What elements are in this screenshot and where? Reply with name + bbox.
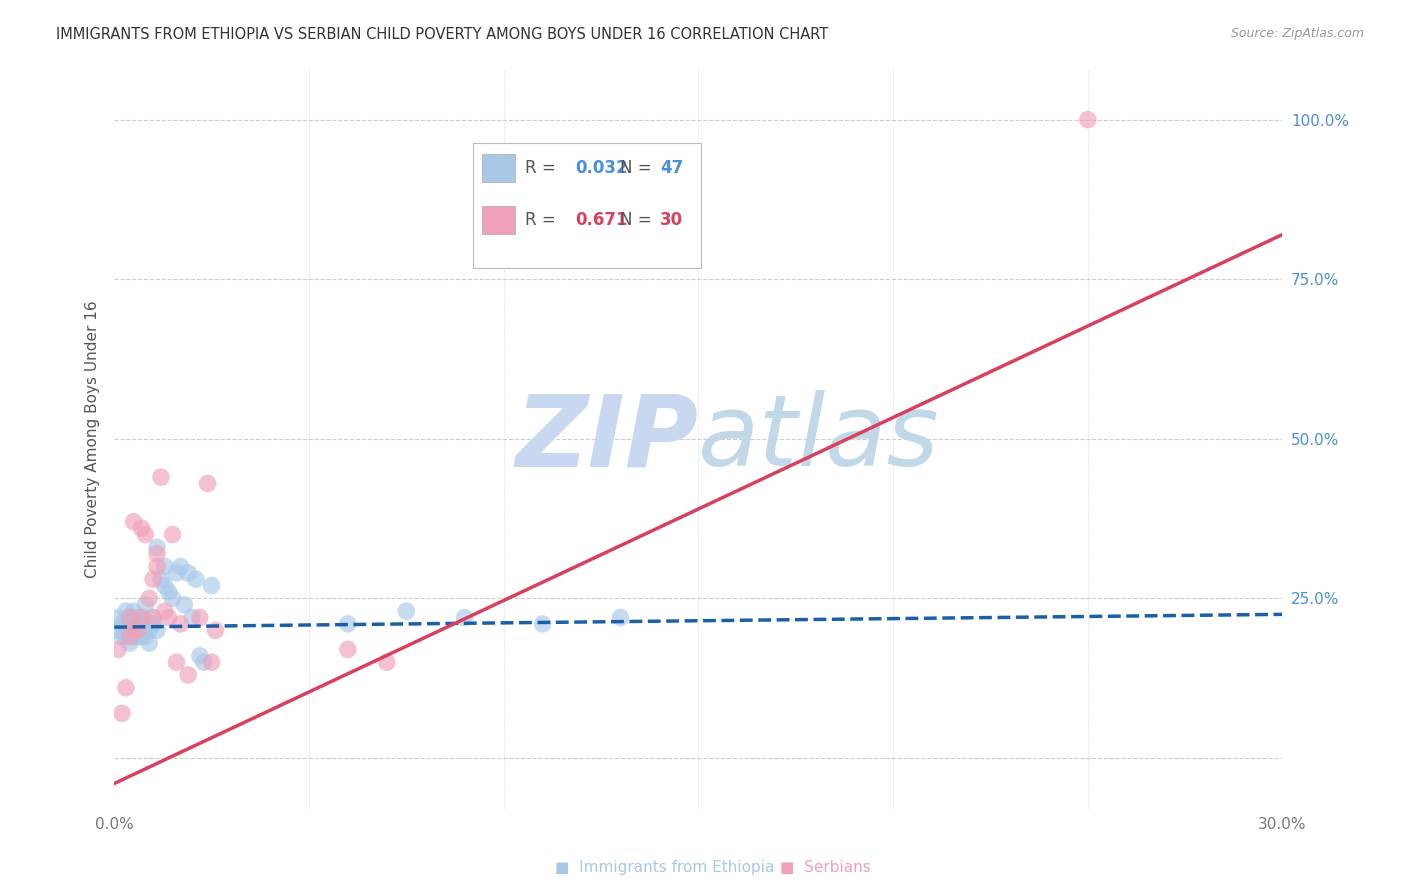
Point: [115, 681, 138, 695]
Point: [122, 515, 145, 529]
Point: [122, 624, 145, 638]
Point: [153, 579, 176, 593]
Point: [142, 572, 165, 586]
Point: [162, 591, 184, 606]
Point: [122, 604, 145, 618]
Point: [200, 579, 222, 593]
Text: IMMIGRANTS FROM ETHIOPIA VS SERBIAN CHILD POVERTY AMONG BOYS UNDER 16 CORRELATIO: IMMIGRANTS FROM ETHIOPIA VS SERBIAN CHIL…: [56, 27, 828, 42]
Point: [169, 559, 191, 574]
Point: [162, 527, 184, 541]
Point: [200, 655, 222, 669]
Text: ■  Serbians: ■ Serbians: [780, 861, 872, 875]
Point: [122, 630, 145, 644]
Point: [173, 598, 195, 612]
Point: [157, 585, 180, 599]
Text: N =: N =: [620, 160, 652, 178]
Text: atlas: atlas: [699, 391, 941, 487]
Text: R =: R =: [526, 160, 557, 178]
Point: [153, 604, 176, 618]
Point: [131, 630, 153, 644]
Point: [127, 630, 149, 644]
Point: [118, 610, 141, 624]
Point: [193, 655, 215, 669]
Point: [146, 559, 169, 574]
Point: [127, 616, 149, 631]
Point: [375, 655, 398, 669]
Text: 47: 47: [659, 160, 683, 178]
Point: [146, 547, 169, 561]
Point: [166, 566, 188, 580]
Point: [131, 610, 153, 624]
Text: ■  Immigrants from Ethiopia: ■ Immigrants from Ethiopia: [555, 861, 775, 875]
Point: [395, 604, 418, 618]
Point: [138, 624, 160, 638]
Text: Source: ZipAtlas.com: Source: ZipAtlas.com: [1230, 27, 1364, 40]
Point: [127, 610, 149, 624]
Point: [111, 706, 134, 721]
Point: [166, 655, 188, 669]
Point: [131, 521, 153, 535]
Point: [149, 572, 172, 586]
FancyBboxPatch shape: [482, 205, 515, 234]
Point: [107, 610, 129, 624]
Point: [138, 591, 160, 606]
Point: [531, 616, 554, 631]
Point: [138, 636, 160, 650]
Point: [134, 630, 156, 644]
Point: [122, 624, 145, 638]
Text: R =: R =: [526, 211, 557, 229]
Point: [204, 624, 226, 638]
Point: [118, 630, 141, 644]
Point: [134, 527, 156, 541]
Point: [453, 610, 475, 624]
Point: [1077, 112, 1099, 127]
Point: [131, 624, 153, 638]
Point: [157, 610, 180, 624]
Point: [169, 616, 191, 631]
Point: [197, 476, 219, 491]
Point: [149, 470, 172, 484]
Point: [134, 616, 156, 631]
Point: [111, 616, 134, 631]
Point: [107, 624, 129, 638]
Text: ZIP: ZIP: [516, 391, 699, 487]
Point: [115, 604, 138, 618]
FancyBboxPatch shape: [482, 153, 515, 182]
Point: [609, 610, 631, 624]
Point: [177, 566, 200, 580]
Point: [188, 610, 211, 624]
Point: [118, 610, 141, 624]
FancyBboxPatch shape: [472, 143, 700, 268]
Point: [184, 572, 207, 586]
Point: [111, 630, 134, 644]
Point: [115, 630, 138, 644]
Point: [153, 559, 176, 574]
Text: 0.032: 0.032: [575, 160, 628, 178]
Point: [131, 610, 153, 624]
Point: [115, 616, 138, 631]
Point: [336, 642, 359, 657]
Text: 30: 30: [659, 211, 683, 229]
Point: [188, 648, 211, 663]
Point: [142, 616, 165, 631]
Point: [142, 610, 165, 624]
Text: 0.671: 0.671: [575, 211, 628, 229]
Point: [336, 616, 359, 631]
Point: [142, 610, 165, 624]
Point: [177, 668, 200, 682]
Point: [107, 642, 129, 657]
Point: [134, 598, 156, 612]
Point: [118, 636, 141, 650]
Point: [146, 541, 169, 555]
Text: N =: N =: [620, 211, 652, 229]
Point: [181, 610, 204, 624]
Y-axis label: Child Poverty Among Boys Under 16: Child Poverty Among Boys Under 16: [86, 300, 100, 578]
Point: [118, 624, 141, 638]
Point: [127, 624, 149, 638]
Point: [146, 624, 169, 638]
